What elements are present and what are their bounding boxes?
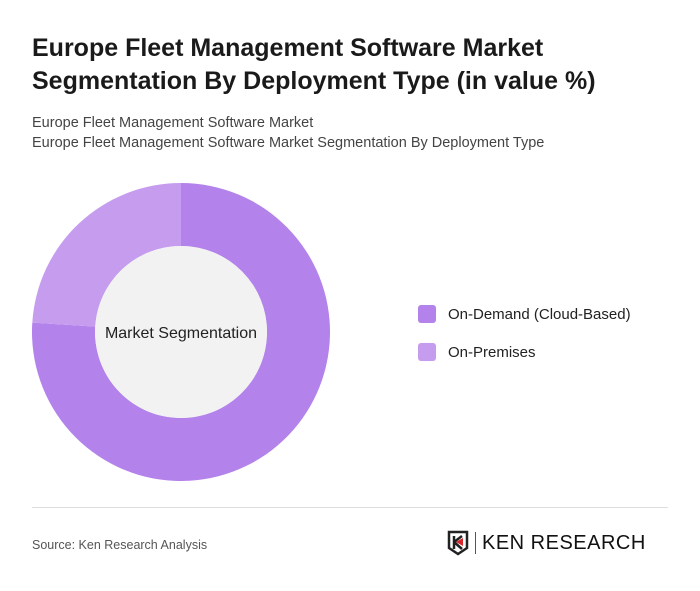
legend-swatch — [418, 343, 436, 361]
legend-label: On-Demand (Cloud-Based) — [448, 305, 631, 323]
donut-center — [95, 246, 267, 418]
slice-on-premises[interactable] — [32, 183, 181, 327]
legend: On-Demand (Cloud-Based) On-Premises — [418, 304, 631, 380]
source-note: Source: Ken Research Analysis — [32, 538, 208, 552]
legend-swatch — [418, 305, 436, 323]
subtitle-segmentation: Europe Fleet Management Software Market … — [32, 135, 545, 151]
ken-logo-icon — [447, 530, 469, 556]
center-label: Market Segmentation — [105, 325, 257, 342]
ken-research-logo: KEN RESEARCH — [447, 530, 646, 556]
legend-item[interactable]: On-Demand (Cloud-Based) — [418, 304, 631, 324]
divider — [32, 507, 668, 508]
legend-label: On-Premises — [448, 343, 536, 361]
logo-separator — [475, 532, 476, 554]
donut-chart: Market Segmentation — [31, 183, 331, 481]
slice-on-demand-cloud-based[interactable] — [31, 183, 331, 481]
legend-item[interactable]: On-Premises — [418, 342, 631, 362]
subtitle-market: Europe Fleet Management Software Market — [32, 115, 314, 131]
logo-text: KEN RESEARCH — [482, 531, 646, 554]
page-title: Europe Fleet Management Software Market … — [32, 34, 596, 95]
